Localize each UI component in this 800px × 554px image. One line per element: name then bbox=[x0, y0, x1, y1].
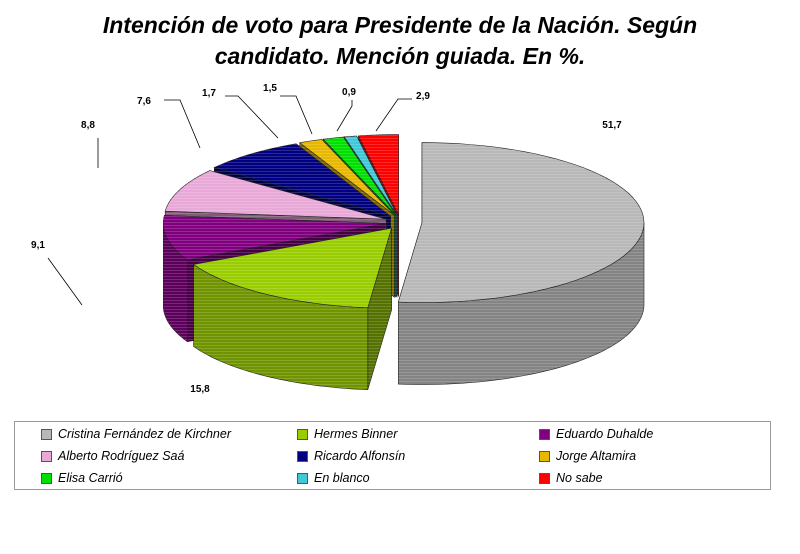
leader-line-8 bbox=[375, 98, 412, 132]
legend-item: Ricardo Alfonsín bbox=[297, 447, 405, 465]
data-label-1: 15,8 bbox=[190, 384, 210, 395]
pie-slice-texture-6 bbox=[323, 137, 396, 215]
legend-swatch bbox=[297, 428, 308, 440]
legend-item: Cristina Fernández de Kirchner bbox=[41, 425, 231, 443]
chart-title-line-2: candidato. Mención guiada. En %. bbox=[214, 43, 586, 69]
leader-line-5 bbox=[225, 95, 279, 139]
pie-slice-texture-4 bbox=[214, 143, 391, 217]
data-label-7: 0,9 bbox=[342, 87, 356, 98]
leader-line-6 bbox=[280, 95, 313, 135]
legend-swatch bbox=[539, 450, 550, 462]
legend-swatch bbox=[297, 450, 308, 462]
data-label-0: 51,7 bbox=[602, 120, 622, 131]
pie-labels: 51,7 15,8 9,1 8,8 7,6 1,7 1,5 0,9 2,9 bbox=[31, 83, 622, 395]
legend-label: Cristina Fernández de Kirchner bbox=[58, 427, 231, 441]
legend: Cristina Fernández de Kirchner Hermes Bin… bbox=[14, 421, 771, 490]
chart-title: Intención de voto para Presidente de la … bbox=[0, 10, 800, 72]
pie-slice-texture-3 bbox=[165, 170, 387, 220]
legend-label: Alberto Rodríguez Saá bbox=[58, 449, 185, 463]
legend-swatch bbox=[539, 428, 550, 440]
legend-item: En blanco bbox=[297, 469, 370, 487]
legend-item: Alberto Rodríguez Saá bbox=[41, 447, 184, 465]
legend-swatch bbox=[297, 472, 308, 484]
data-label-2: 9,1 bbox=[31, 240, 45, 251]
legend-label: No sabe bbox=[556, 471, 603, 485]
chart-title-line-1: Intención de voto para Presidente de la … bbox=[102, 12, 698, 38]
legend-swatch bbox=[539, 472, 550, 484]
legend-swatch bbox=[41, 450, 52, 462]
pie-slice-side-0-0-texture bbox=[398, 222, 644, 385]
pie-slice-wall-1-0-texture bbox=[367, 228, 392, 390]
leader-line-7 bbox=[336, 100, 353, 132]
legend-item: Elisa Carrió bbox=[41, 469, 123, 487]
data-label-5: 1,7 bbox=[202, 88, 216, 99]
pie-slice-texture-1 bbox=[193, 228, 392, 308]
legend-item: Hermes Binner bbox=[297, 425, 397, 443]
pie-slice-texture-0 bbox=[398, 142, 644, 303]
pie-slice-side-1-0-texture bbox=[193, 264, 368, 390]
legend-swatch bbox=[41, 472, 52, 484]
pie-tops bbox=[163, 134, 645, 309]
data-label-4: 7,6 bbox=[137, 96, 151, 107]
pie-slice-texture-2 bbox=[163, 215, 386, 260]
leader-line-4 bbox=[164, 99, 201, 149]
legend-label: En blanco bbox=[314, 471, 370, 485]
data-label-3: 8,8 bbox=[81, 120, 95, 131]
leader-line-2 bbox=[47, 257, 83, 306]
legend-label: Elisa Carrió bbox=[58, 471, 123, 485]
legend-label: Eduardo Duhalde bbox=[556, 427, 654, 441]
legend-label: Ricardo Alfonsín bbox=[314, 449, 406, 463]
legend-item: Jorge Altamira bbox=[539, 447, 636, 465]
data-label-8: 2,9 bbox=[416, 91, 430, 102]
pie-slice-texture-5 bbox=[299, 139, 395, 216]
pie-slice-texture-8 bbox=[358, 134, 399, 215]
data-label-6: 1,5 bbox=[263, 83, 277, 94]
legend-swatch bbox=[41, 428, 52, 440]
legend-item: No sabe bbox=[539, 469, 603, 487]
pie-slice-texture-7 bbox=[344, 136, 397, 215]
legend-label: Hermes Binner bbox=[314, 427, 398, 441]
legend-item: Eduardo Duhalde bbox=[539, 425, 653, 443]
legend-label: Jorge Altamira bbox=[556, 449, 637, 463]
pie-slice-side-2-0-texture bbox=[163, 223, 188, 342]
pie-chart: 51,7 15,8 9,1 8,8 7,6 1,7 1,5 0,9 2,9 bbox=[31, 83, 645, 395]
